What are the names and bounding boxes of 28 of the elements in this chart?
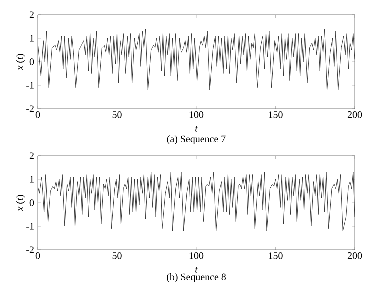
x-tick-label: 200 [348,252,362,260]
line-series [38,28,356,90]
y-tick-label: -1 [26,82,34,89]
y-tick-label: -2 [26,106,34,112]
y-tick-label: 1 [30,35,34,42]
x-tick-label: 150 [269,252,283,260]
y-tick-label: 2 [30,12,34,18]
y-axis-title: x (t) [16,54,26,70]
x-tick-label: 100 [190,252,204,260]
x-tick-label: 50 [112,252,122,260]
text: (a) Sequence 7 [167,135,226,145]
x-tick-label: 0 [36,112,40,118]
y-tick-label: 2 [30,152,34,160]
y-tick-label: 0 [30,200,34,206]
y-tick-label: 1 [30,176,34,183]
x-axis-title: t [196,126,198,132]
y-axis-title: x (t) [16,195,26,212]
x-axis-title: t [196,267,198,273]
x-tick-label: 50 [112,112,122,118]
y-tick-label: 0 [30,58,34,66]
x-tick-label: 0 [36,252,40,260]
y-tick-label: -2 [26,246,34,254]
text: (b) Sequence 8 [167,273,226,283]
x-tick-label: 150 [269,112,283,118]
x-tick-label: 200 [348,112,362,118]
line-series [38,172,356,232]
y-tick-label: -1 [26,223,34,230]
x-tick-label: 100 [190,112,204,118]
